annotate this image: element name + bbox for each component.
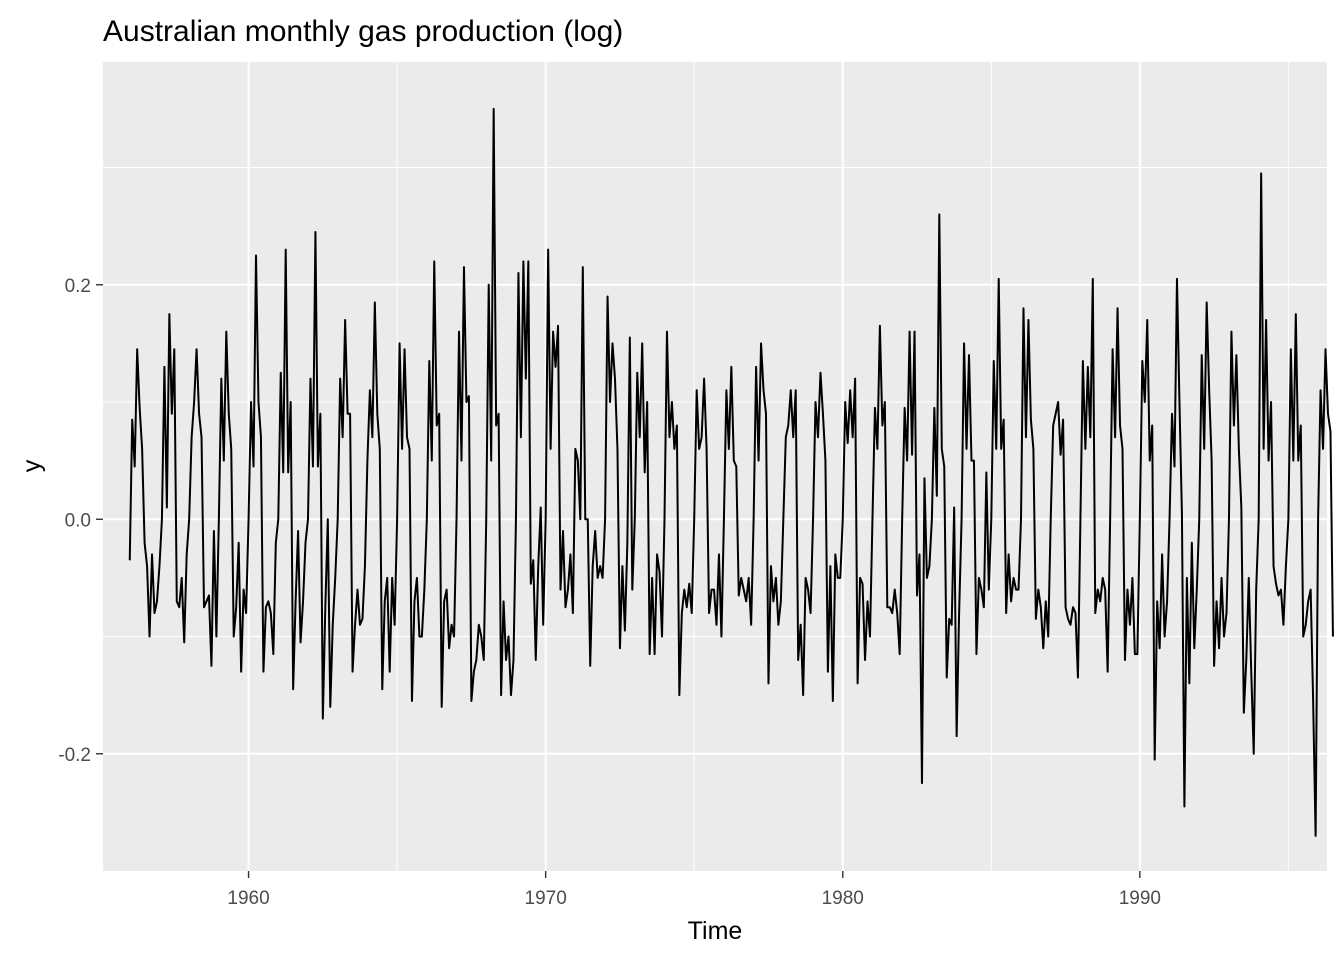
y-axis-title: y [18,459,46,472]
x-tick-label: 1980 [822,888,864,909]
plot-panel [103,62,1327,871]
series-line [128,107,1334,837]
x-tick-label: 1960 [227,888,269,909]
chart-title: Australian monthly gas production (log) [103,15,623,48]
x-axis: 1960 1970 1980 1990 [227,871,1161,909]
grid-minor [103,62,1327,871]
x-tick-label: 1990 [1119,888,1161,909]
x-tick-label: 1970 [525,888,567,909]
y-tick-label: 0.0 [65,510,91,531]
x-axis-title: Time [688,917,743,945]
y-tick-label: 0.2 [65,276,91,297]
y-tick-label: -0.2 [58,745,91,766]
y-axis: -0.2 0.0 0.2 [58,276,103,766]
series-layer [128,107,1334,837]
